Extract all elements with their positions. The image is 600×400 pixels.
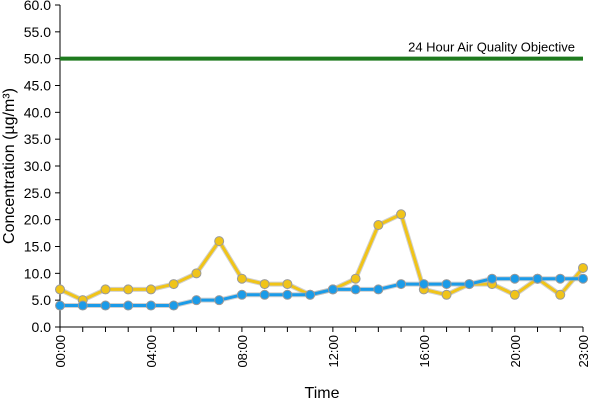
- y-tick-label: 55.0: [24, 24, 51, 40]
- data-point: [259, 289, 270, 300]
- data-point: [168, 279, 179, 290]
- y-tick-label: 20.0: [24, 212, 51, 228]
- data-point: [418, 279, 429, 290]
- reference-line-group: 24 Hour Air Quality Objective: [60, 40, 583, 61]
- data-point: [55, 284, 65, 295]
- data-point: [578, 262, 588, 273]
- data-point: [100, 284, 111, 295]
- data-point: [145, 284, 156, 295]
- y-tick-label: 5.0: [32, 292, 52, 308]
- y-tick-label: 60.0: [24, 0, 51, 13]
- data-point: [123, 284, 134, 295]
- y-tick-label: 50.0: [24, 51, 51, 67]
- data-point: [555, 273, 566, 284]
- air-quality-objective-label: 24 Hour Air Quality Objective: [408, 40, 575, 55]
- data-point: [259, 279, 270, 290]
- data-point: [578, 273, 588, 284]
- y-tick-label: 15.0: [24, 239, 51, 255]
- x-tick-label: 20:00: [508, 335, 523, 368]
- data-point: [350, 284, 361, 295]
- y-tick-label: 40.0: [24, 104, 51, 120]
- data-point: [396, 279, 407, 290]
- series-group: [55, 209, 588, 311]
- data-point: [236, 273, 247, 284]
- data-point: [100, 300, 111, 311]
- data-point: [55, 300, 65, 311]
- data-point: [191, 268, 202, 279]
- y-tick-label: 35.0: [24, 131, 51, 147]
- y-ticks: 0.0 5.0 10.0 15.0 20.0 25.0 30.0 35.0 40.0 45.0 50…: [24, 0, 60, 335]
- y-tick-label: 45.0: [24, 78, 51, 94]
- data-point: [373, 220, 384, 231]
- y-tick-label: 0.0: [32, 319, 52, 335]
- data-point: [282, 289, 293, 300]
- data-point: [77, 300, 88, 311]
- data-point: [168, 300, 179, 311]
- x-tick-label: 08:00: [235, 335, 250, 368]
- data-point: [350, 273, 361, 284]
- data-point: [327, 284, 338, 295]
- y-tick-label: 30.0: [24, 158, 51, 174]
- data-point: [509, 273, 520, 284]
- data-point: [441, 279, 452, 290]
- data-point: [305, 289, 316, 300]
- x-tick-label: 00:00: [53, 335, 68, 368]
- x-tick-label: 04:00: [144, 335, 159, 368]
- data-point: [214, 295, 225, 306]
- data-point: [464, 279, 475, 290]
- data-point: [487, 273, 498, 284]
- data-point: [441, 289, 452, 300]
- x-tick-label: 12:00: [326, 335, 341, 368]
- y-axis-label: Concentration (µg/m³): [1, 88, 18, 244]
- data-point: [509, 289, 520, 300]
- y-tick-label: 25.0: [24, 185, 51, 201]
- x-tick-label: 23:00: [576, 335, 591, 368]
- data-point: [145, 300, 156, 311]
- y-tick-label: 10.0: [24, 265, 51, 281]
- series-line-shadow: [58, 211, 585, 303]
- data-point: [373, 284, 384, 295]
- data-point: [282, 279, 293, 290]
- data-point: [123, 300, 134, 311]
- data-point: [532, 273, 543, 284]
- data-point: [396, 209, 407, 220]
- series-2: [55, 273, 588, 311]
- x-ticks: 00:00 04:00 08:00 12:00 16:00 20:00 23:00: [53, 327, 591, 368]
- data-point: [191, 295, 202, 306]
- x-axis-label: Time: [305, 385, 340, 400]
- x-tick-label: 16:00: [417, 335, 432, 368]
- data-point: [236, 289, 247, 300]
- data-point: [555, 289, 566, 300]
- data-point: [214, 236, 225, 247]
